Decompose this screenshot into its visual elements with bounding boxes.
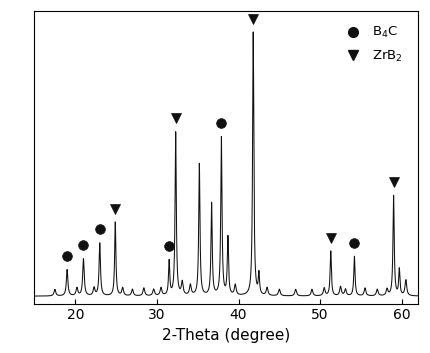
Legend: B$_4$C, ZrB$_2$: B$_4$C, ZrB$_2$ xyxy=(334,20,407,69)
X-axis label: 2-Theta (degree): 2-Theta (degree) xyxy=(162,328,290,343)
